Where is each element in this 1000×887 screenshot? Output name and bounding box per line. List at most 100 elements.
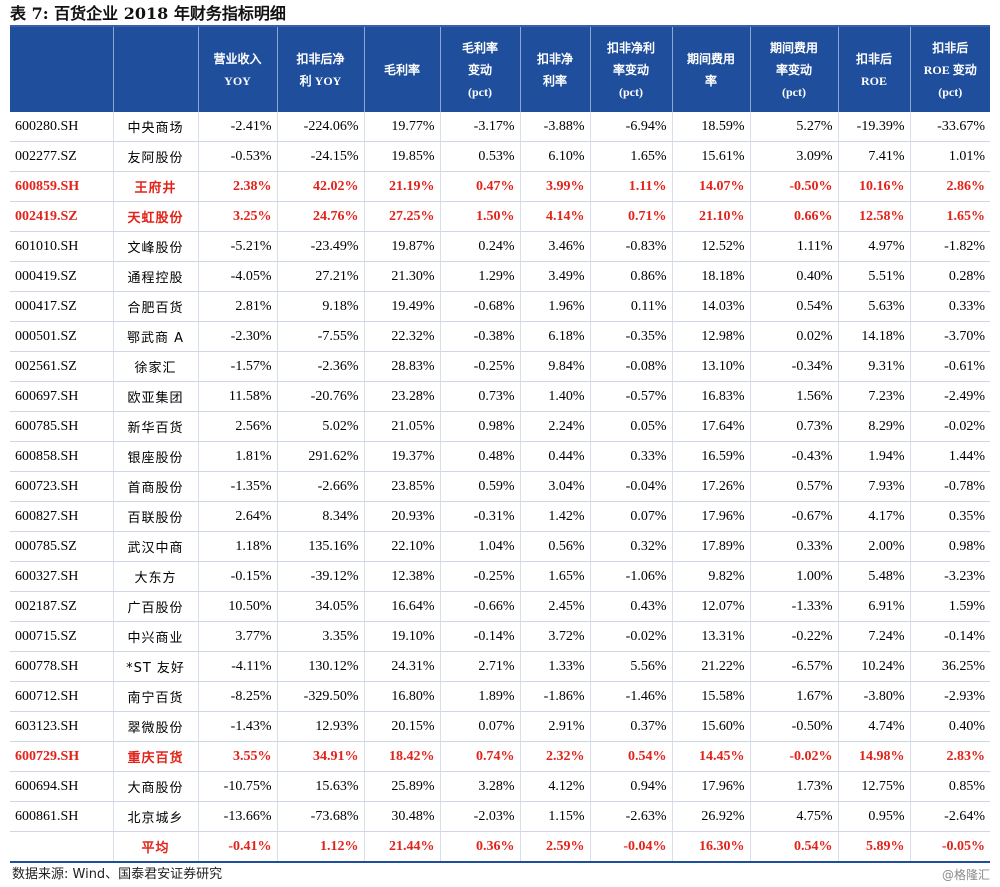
metric-value-cell: 17.26%	[672, 471, 751, 502]
table-row: 002561.SZ 徐家汇 -1.57% -2.36% 28.83% -0.25% 9.84…	[10, 351, 990, 382]
stock-code-cell: 600861.SH	[10, 801, 114, 832]
metric-value-cell: 0.56%	[520, 531, 591, 562]
metric-value-cell: -2.64%	[910, 801, 990, 832]
metric-value-cell: 4.75%	[750, 801, 839, 832]
metric-value-cell: 0.33%	[750, 531, 839, 562]
table-row: 000785.SZ 武汉中商 1.18% 135.16% 22.10% 1.04% 0.56…	[10, 531, 990, 562]
metric-value-cell: 3.46%	[520, 231, 591, 262]
metric-value-cell: 27.25%	[364, 201, 441, 232]
metric-value-cell: 30.48%	[364, 801, 441, 832]
metric-value-cell: 1.67%	[750, 681, 839, 712]
table-header-row: 营业收入 YOY 扣非后净 利 YOY 毛利率 毛利率 变动 (pct) 扣非净 利率扣…	[10, 27, 990, 112]
metric-value-cell: 130.12%	[277, 651, 365, 682]
metric-value-cell: 0.37%	[590, 711, 673, 742]
metric-value-cell: 1.65%	[590, 141, 673, 172]
average-value-cell: -0.05%	[910, 831, 990, 863]
metric-value-cell: -0.68%	[440, 291, 521, 322]
table-title: 表 7: 百货企业 2018 年财务指标明细	[10, 4, 286, 23]
average-value-cell: 0.54%	[750, 831, 839, 863]
metric-value-cell: 12.75%	[838, 771, 911, 802]
metric-value-cell: 3.99%	[520, 171, 591, 202]
metric-value-cell: 24.76%	[277, 201, 365, 232]
table-row: 002277.SZ 友阿股份 -0.53% -24.15% 19.85% 0.53% 6.1…	[10, 141, 990, 172]
metric-value-cell: 0.48%	[440, 441, 521, 472]
metric-value-cell: -0.14%	[440, 621, 521, 652]
metric-value-cell: 3.55%	[198, 741, 278, 772]
metric-value-cell: 2.91%	[520, 711, 591, 742]
metric-value-cell: 12.38%	[364, 561, 441, 592]
metric-value-cell: 21.19%	[364, 171, 441, 202]
stock-code-cell: 002561.SZ	[10, 351, 114, 382]
metric-value-cell: 21.10%	[672, 201, 751, 232]
metric-value-cell: -8.25%	[198, 681, 278, 712]
company-name-cell: 广百股份	[113, 591, 199, 622]
data-source-note: 数据来源: Wind、国泰君安证券研究	[12, 867, 223, 882]
metric-value-cell: 9.18%	[277, 291, 365, 322]
metric-value-cell: -0.25%	[440, 351, 521, 382]
metric-value-cell: 14.03%	[672, 291, 751, 322]
company-name-cell: 重庆百货	[113, 741, 199, 772]
metric-value-cell: -0.83%	[590, 231, 673, 262]
metric-value-cell: -39.12%	[277, 561, 365, 592]
metric-value-cell: 7.93%	[838, 471, 911, 502]
metric-value-cell: 15.60%	[672, 711, 751, 742]
table-row: 600785.SH 新华百货 2.56% 5.02% 21.05% 0.98% 2.24% 0…	[10, 411, 990, 442]
column-header: 期间费用 率变动 (pct)	[750, 27, 839, 112]
stock-code-cell: 601010.SH	[10, 231, 114, 262]
metric-value-cell: -2.93%	[910, 681, 990, 712]
metric-value-cell: 22.32%	[364, 321, 441, 352]
metric-value-cell: 14.45%	[672, 741, 751, 772]
metric-value-cell: -33.67%	[910, 112, 990, 142]
metric-value-cell: 10.16%	[838, 171, 911, 202]
column-header: 扣非净 利率	[520, 27, 591, 112]
average-row: 平均 -0.41% 1.12% 21.44% 0.36% 2.59% -0.04% 16.30…	[10, 831, 990, 863]
metric-value-cell: 3.35%	[277, 621, 365, 652]
metric-value-cell: 1.42%	[520, 501, 591, 532]
metric-value-cell: 3.49%	[520, 261, 591, 292]
metric-value-cell: 42.02%	[277, 171, 365, 202]
metric-value-cell: 0.28%	[910, 261, 990, 292]
metric-value-cell: 5.02%	[277, 411, 365, 442]
average-value-cell: -0.04%	[590, 831, 673, 863]
column-header: 毛利率 变动 (pct)	[440, 27, 521, 112]
metric-value-cell: 21.05%	[364, 411, 441, 442]
metric-value-cell: 14.98%	[838, 741, 911, 772]
metric-value-cell: -2.66%	[277, 471, 365, 502]
metric-value-cell: -1.82%	[910, 231, 990, 262]
metric-value-cell: 2.32%	[520, 741, 591, 772]
table-row: 000417.SZ 合肥百货 2.81% 9.18% 19.49% -0.68% 1.96%…	[10, 291, 990, 322]
title-divider	[10, 25, 990, 27]
metric-value-cell: 4.97%	[838, 231, 911, 262]
column-header: 扣非后净 利 YOY	[277, 27, 365, 112]
metric-value-cell: 12.07%	[672, 591, 751, 622]
metric-value-cell: 7.23%	[838, 381, 911, 412]
metric-value-cell: -2.30%	[198, 321, 278, 352]
metric-value-cell: -0.50%	[750, 711, 839, 742]
metric-value-cell: 1.59%	[910, 591, 990, 622]
stock-code-cell: 600859.SH	[10, 171, 114, 202]
metric-value-cell: 10.50%	[198, 591, 278, 622]
metric-value-cell: 4.17%	[838, 501, 911, 532]
stock-code-cell: 600280.SH	[10, 112, 114, 142]
metric-value-cell: 0.11%	[590, 291, 673, 322]
average-value-cell: 16.30%	[672, 831, 751, 863]
metric-value-cell: -0.78%	[910, 471, 990, 502]
metric-value-cell: 1.89%	[440, 681, 521, 712]
metric-value-cell: -0.43%	[750, 441, 839, 472]
stock-code-cell: 603123.SH	[10, 711, 114, 742]
metric-value-cell: 5.27%	[750, 112, 839, 142]
metric-value-cell: -1.46%	[590, 681, 673, 712]
metric-value-cell: 18.59%	[672, 112, 751, 142]
metric-value-cell: 17.89%	[672, 531, 751, 562]
metric-value-cell: 0.66%	[750, 201, 839, 232]
column-header: 毛利率	[364, 27, 441, 112]
metric-value-cell: 6.18%	[520, 321, 591, 352]
metric-value-cell: 5.56%	[590, 651, 673, 682]
stock-code-cell: 600694.SH	[10, 771, 114, 802]
metric-value-cell: 34.91%	[277, 741, 365, 772]
metric-value-cell: -13.66%	[198, 801, 278, 832]
table-row: 603123.SH 翠微股份 -1.43% 12.93% 20.15% 0.07% 2.91…	[10, 711, 990, 742]
metric-value-cell: -2.63%	[590, 801, 673, 832]
metric-value-cell: 3.25%	[198, 201, 278, 232]
metric-value-cell: 12.93%	[277, 711, 365, 742]
